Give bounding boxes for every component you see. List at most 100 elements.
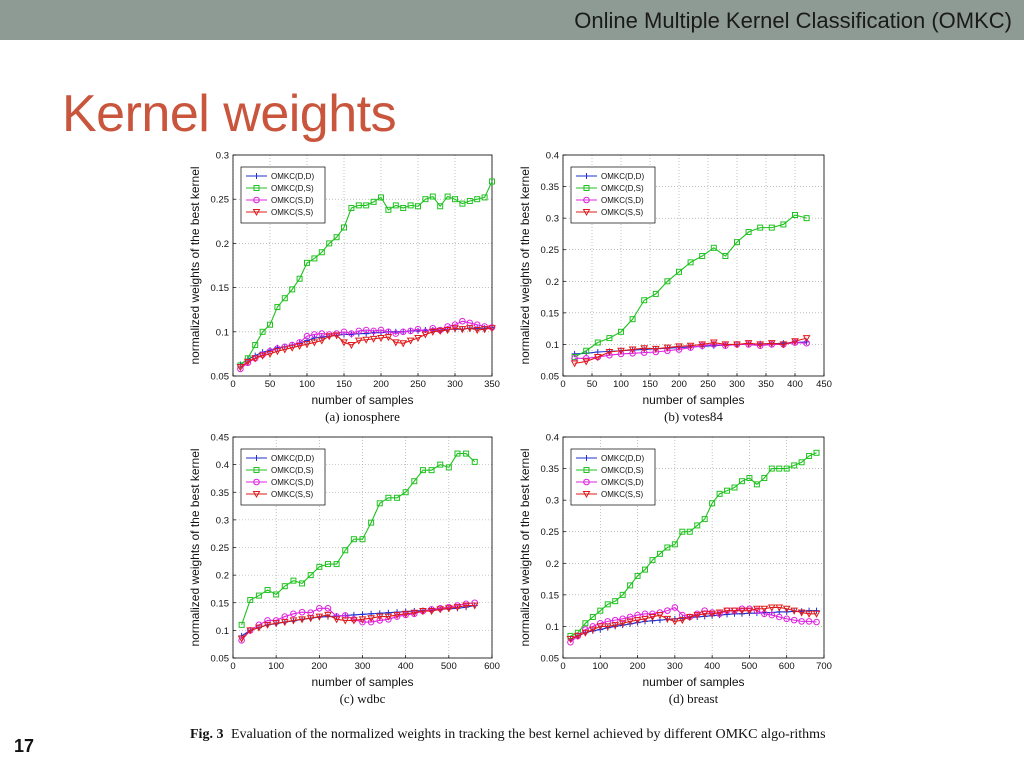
data-point-ds [791, 462, 798, 469]
data-point-ss [791, 338, 799, 346]
data-point-sd [783, 615, 791, 623]
data-point-ss [298, 616, 306, 624]
data-point-ds [734, 239, 740, 246]
data-point-ds [481, 194, 488, 201]
legend-label: OMKC(D,S) [271, 184, 314, 193]
data-point-ds [368, 519, 375, 526]
x-tick-label: 500 [741, 661, 757, 672]
data-point-ss [802, 335, 811, 343]
data-point-ds [642, 566, 649, 573]
data-point-ds [407, 202, 414, 209]
x-tick-label: 600 [484, 661, 500, 672]
data-point-sd [756, 342, 764, 349]
data-point-ss [812, 610, 821, 618]
legend-label: OMKC(D,D) [601, 454, 644, 463]
y-tick-label: 0.2 [216, 571, 229, 582]
x-tick-label: 200 [373, 379, 389, 390]
x-axis-label: number of samples [311, 675, 413, 689]
data-point-ds [694, 522, 701, 529]
data-point-sd [264, 617, 271, 624]
x-tick-label: 700 [816, 661, 832, 672]
data-point-ds [780, 221, 787, 228]
data-point-ss [273, 348, 282, 356]
data-point-ds [307, 572, 314, 579]
x-tick-label: 150 [336, 379, 352, 390]
series-line-ss [570, 606, 817, 640]
x-tick-label: 500 [441, 661, 457, 672]
y-tick-label: 0.3 [546, 214, 559, 225]
data-point-ds [324, 561, 331, 568]
data-point-ss [362, 336, 371, 344]
data-point-ds [459, 200, 466, 207]
data-point-ss [350, 617, 358, 625]
data-point-ds [761, 475, 768, 482]
y-tick-label: 0.15 [541, 308, 560, 319]
data-point-ss [782, 605, 791, 613]
data-point-ds [454, 450, 461, 457]
data-point-ds [738, 478, 745, 485]
x-tick-label: 0 [560, 379, 565, 390]
data-point-ss [656, 612, 664, 620]
data-point-sd [311, 331, 318, 338]
x-tick-label: 100 [268, 661, 284, 672]
data-point-ds [318, 249, 325, 256]
legend-label: OMKC(S,S) [271, 208, 314, 217]
data-point-ds [415, 203, 421, 210]
y-axis-label: normalized weights of the best kernel [188, 448, 202, 646]
data-point-ss [488, 325, 496, 333]
x-tick-label: 100 [592, 661, 608, 672]
data-point-ss [462, 602, 470, 610]
data-point-sd [237, 365, 244, 373]
legend-marker [582, 491, 591, 499]
legend-marker [253, 478, 260, 486]
data-point-ds [281, 295, 288, 302]
data-point-ss [384, 613, 393, 621]
data-point-ss [443, 327, 452, 335]
data-point-sd [392, 330, 400, 337]
data-point-ds [274, 304, 281, 311]
data-point-ss [767, 604, 776, 612]
data-point-ss [406, 337, 415, 345]
data-point-sd [671, 604, 679, 611]
data-point-ss [633, 617, 642, 625]
x-tick-label: 100 [299, 379, 315, 390]
data-point-ds [333, 561, 340, 568]
data-point-ss [693, 612, 702, 620]
data-point-sd [753, 607, 761, 614]
data-point-ss [369, 335, 378, 343]
x-tick-label: 400 [704, 661, 720, 672]
data-point-ss [427, 608, 436, 616]
data-point-dd [318, 334, 325, 341]
x-tick-label: 350 [484, 379, 500, 390]
data-point-ss [574, 632, 582, 640]
x-tick-label: 450 [816, 379, 832, 390]
series-line-ss [241, 604, 475, 640]
data-point-ss [428, 328, 437, 336]
data-point-sd [355, 327, 363, 335]
data-point-dd [385, 609, 392, 616]
data-point-ss [721, 341, 730, 349]
y-tick-label: 0.15 [211, 283, 230, 294]
data-point-ds [437, 203, 444, 210]
data-point-ss [393, 611, 401, 619]
plot-frame [562, 154, 825, 377]
data-point-ds [326, 240, 333, 247]
legend-marker [583, 478, 590, 486]
x-tick-label: 250 [410, 379, 426, 390]
data-point-ds [634, 572, 641, 579]
data-point-sd [710, 341, 718, 348]
data-point-ds [350, 536, 357, 543]
data-point-ss [251, 355, 260, 363]
chart-subcaption: (b) votes84 [664, 409, 723, 424]
chart-subcaption: (c) wdbc [340, 691, 386, 706]
y-tick-label: 0.35 [541, 182, 560, 193]
data-point-ds [641, 297, 648, 304]
data-point-sd [626, 613, 634, 621]
data-point-ds [806, 452, 813, 459]
data-point-ss [451, 325, 459, 333]
x-tick-label: 0 [560, 661, 565, 672]
data-point-sd [619, 615, 626, 623]
data-point-ss [756, 341, 765, 349]
data-point-ds [273, 591, 280, 598]
data-point-ss [596, 623, 605, 631]
